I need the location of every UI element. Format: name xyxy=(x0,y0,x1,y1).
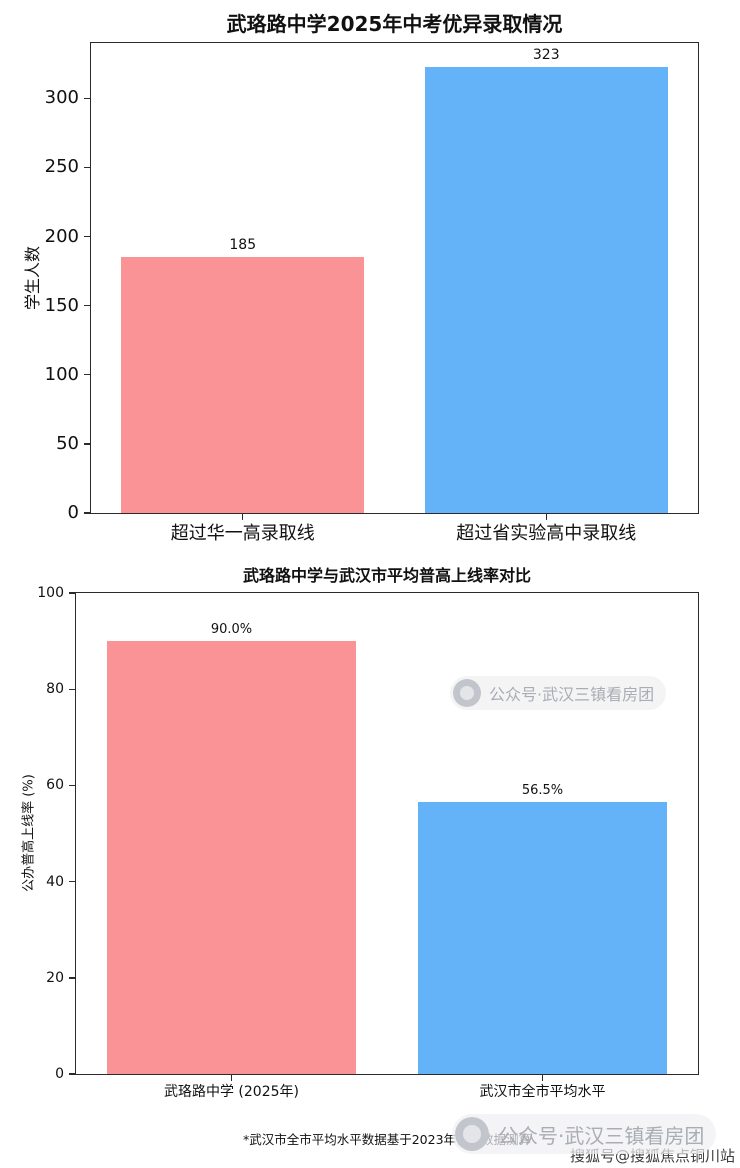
bar xyxy=(107,641,356,1074)
bar-value-label: 323 xyxy=(532,46,560,63)
plot-area: 0 50 100 150 200 250 300 185 超过华一高录取线 323 超过省实验高中录… xyxy=(45,42,699,544)
bar xyxy=(121,257,365,513)
y-tick-label: 50 xyxy=(56,432,79,454)
y-tick-mark xyxy=(84,304,91,307)
x-tick-mark xyxy=(242,513,244,520)
watermark-logo-icon xyxy=(455,1117,489,1151)
y-tick-mark xyxy=(84,166,91,169)
y-axis-label: 学生人数 xyxy=(23,245,42,311)
y-axis-label: 公办普高上线率 (%) xyxy=(21,774,37,892)
y-tick-mark xyxy=(69,880,76,883)
y-tick-mark xyxy=(69,688,76,690)
x-tick-mark xyxy=(541,1074,544,1081)
plot-area: 0 20 40 60 80 100 90.0% 武珞路中学 (2025年) 56.5% 武汉市全市… xyxy=(37,586,699,1100)
x-tick-label: 超过华一高录取线 xyxy=(170,523,315,544)
y-tick-label: 300 xyxy=(44,87,79,109)
bar xyxy=(424,66,668,513)
watermark-text: 公众号·武汉三镇看房团 xyxy=(498,1123,705,1148)
bar xyxy=(418,802,667,1074)
y-tick-label: 0 xyxy=(67,502,79,523)
chart-title: 武珞路中学2025年中考优异录取情况 xyxy=(226,12,563,36)
y-tick-label: 60 xyxy=(46,777,64,794)
y-tick-label: 80 xyxy=(46,681,64,698)
x-tick-mark xyxy=(545,513,547,520)
y-tick-label: 100 xyxy=(37,585,64,601)
y-tick-mark xyxy=(84,512,91,514)
watermark-logo-icon xyxy=(453,679,481,707)
x-tick-label: 武珞路中学 (2025年) xyxy=(163,1084,299,1100)
y-tick-label: 0 xyxy=(55,1066,64,1082)
y-tick-mark xyxy=(69,784,76,787)
bar-value-label: 56.5% xyxy=(521,783,564,799)
watermark-badge-mid: 公众号·武汉三镇看房团 xyxy=(450,676,667,710)
y-tick-mark xyxy=(69,1073,76,1075)
x-tick-label: 超过省实验高中录取线 xyxy=(456,523,637,544)
y-tick-label: 200 xyxy=(44,225,79,247)
y-tick-mark xyxy=(69,592,76,594)
y-tick-label: 150 xyxy=(44,294,79,316)
y-tick-mark xyxy=(84,235,91,238)
y-tick-mark xyxy=(84,374,91,376)
y-tick-mark xyxy=(84,443,91,445)
x-tick-label: 武汉市全市平均水平 xyxy=(479,1084,606,1100)
watermark-badge-bottom: 公众号·武汉三镇看房团 xyxy=(452,1114,717,1154)
x-tick-mark xyxy=(230,1074,233,1081)
y-tick-label: 100 xyxy=(44,363,79,385)
y-tick-mark xyxy=(84,97,91,99)
y-tick-label: 40 xyxy=(46,873,64,890)
watermark-text: 公众号·武汉三镇看房团 xyxy=(489,685,655,704)
chart-title: 武珞路中学与武汉市平均普高上线率对比 xyxy=(242,566,531,585)
bar-value-label: 185 xyxy=(229,237,257,254)
y-tick-mark xyxy=(69,977,76,979)
y-tick-label: 20 xyxy=(46,969,64,986)
y-tick-label: 250 xyxy=(44,156,79,178)
bar-value-label: 90.0% xyxy=(210,622,253,638)
